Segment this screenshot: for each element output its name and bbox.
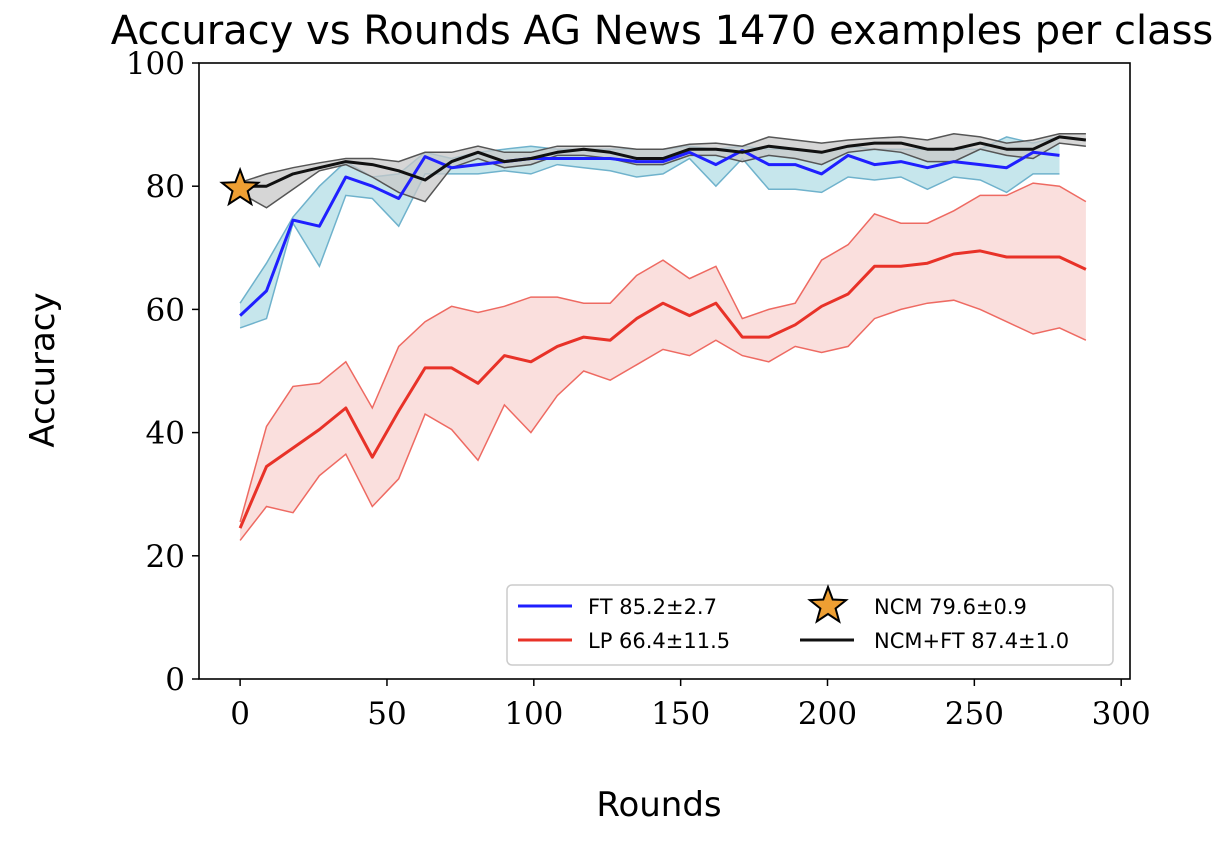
x-tick-label: 250	[945, 696, 1004, 732]
x-tick-label: 50	[367, 696, 406, 732]
x-tick-label: 200	[798, 696, 857, 732]
band-upper-edge-series-3	[228, 133, 1086, 187]
legend-label-series-3: NCM+FT 87.4±1.0	[874, 629, 1069, 653]
legend-label-series-2: NCM 79.6±0.9	[874, 595, 1027, 619]
axis-ticks: 0 50 100 150 200 250 300 0 20 40 60 80 100	[126, 46, 1151, 732]
x-tick-label: 300	[1092, 696, 1151, 732]
legend-label-series-0: FT 85.2±2.7	[588, 595, 717, 619]
x-tick-label: 0	[230, 696, 250, 732]
line-series-3	[228, 135, 1087, 188]
y-tick-label: 40	[146, 416, 185, 452]
y-tick-label: 0	[165, 662, 185, 698]
legend-box	[506, 584, 1114, 666]
x-tick-label: 100	[504, 696, 563, 732]
legend-handle-series-2	[807, 584, 849, 624]
ncm-star-point	[219, 166, 261, 207]
y-tick-label: 60	[146, 292, 185, 328]
series-lines	[228, 135, 1087, 529]
y-tick-label: 80	[146, 169, 185, 205]
legend: FT 85.2±2.7 LP 66.4±11.5 NCM 79.6±0.9 NCM+F…	[506, 584, 1114, 666]
x-tick-label: 150	[651, 696, 710, 732]
band-upper-edge-series-1	[239, 182, 1087, 523]
band-lower-edge-series-0	[239, 157, 1060, 329]
legend-label-series-1: LP 66.4±11.5	[588, 629, 730, 653]
line-series-0	[239, 149, 1060, 317]
y-tick-label: 20	[146, 539, 185, 575]
y-axis-label: Accuracy	[23, 292, 63, 447]
x-axis-label: Rounds	[596, 785, 721, 825]
confidence-bands	[228, 133, 1087, 541]
series-markers	[219, 166, 261, 207]
band-lower-edge-series-3	[228, 142, 1086, 209]
band-lower-edge-series-1	[239, 299, 1087, 541]
chart-title: Accuracy vs Rounds AG News 1470 examples…	[111, 8, 1214, 54]
line-series-1	[238, 249, 1087, 529]
plot-frame	[198, 62, 1131, 680]
y-tick-label: 100	[126, 46, 185, 82]
band-series-1	[240, 183, 1086, 541]
